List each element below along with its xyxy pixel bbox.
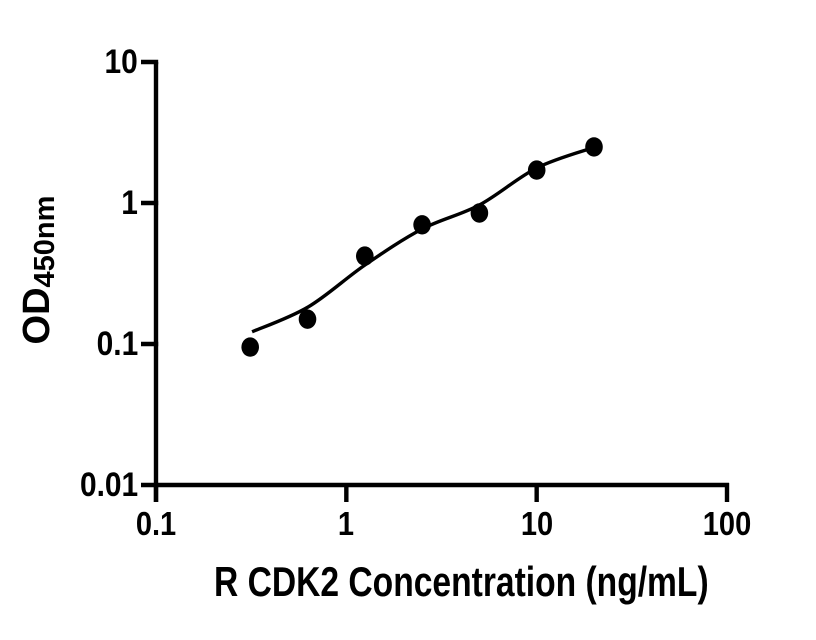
data-point — [241, 337, 259, 357]
y-axis-title: OD 450nm — [16, 160, 78, 380]
data-point — [298, 309, 317, 329]
data-point — [413, 215, 431, 235]
y-axis-title-subscript: 450nm — [29, 195, 61, 288]
data-point — [527, 160, 546, 180]
data-point — [470, 203, 489, 223]
x-axis-title: R CDK2 Concentration (ng/mL) — [214, 558, 709, 605]
y-axis-title-main: OD — [16, 287, 58, 345]
data-point — [585, 137, 603, 157]
data-point — [356, 246, 374, 266]
